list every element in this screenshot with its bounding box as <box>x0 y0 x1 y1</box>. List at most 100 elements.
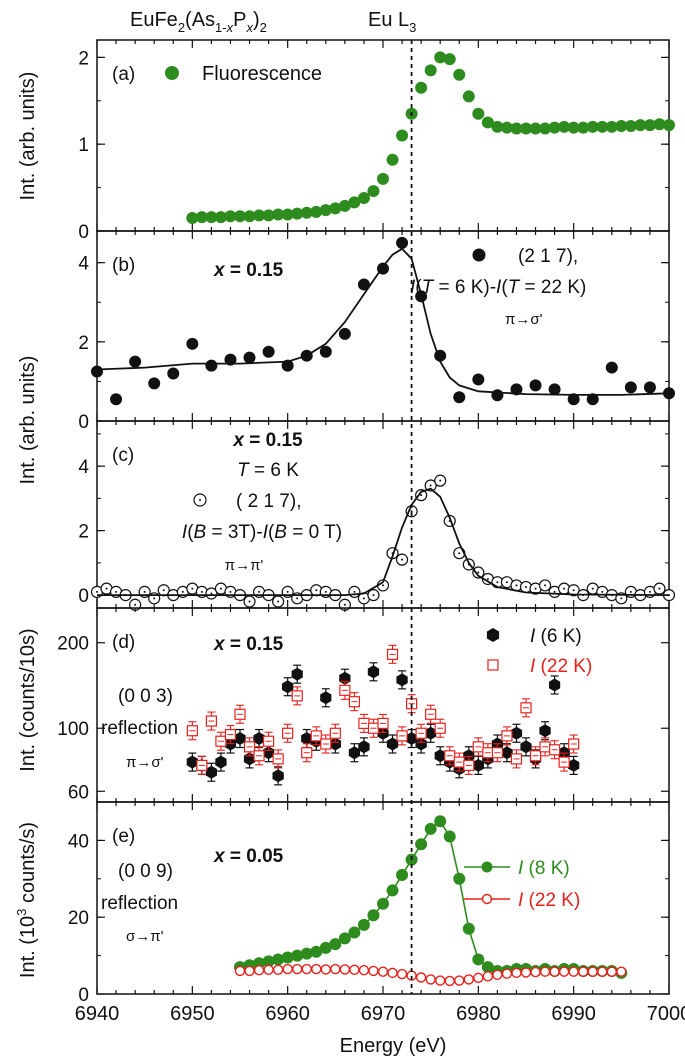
marker-dot <box>200 590 203 593</box>
data-point <box>558 752 570 772</box>
data-point <box>349 964 360 976</box>
y-tick-label: 0 <box>78 586 89 607</box>
y-axis-label-d: Int. (counts/10s) <box>17 628 39 771</box>
data-point <box>338 199 351 212</box>
data-point <box>377 966 389 977</box>
x-tick-label: 7000 <box>647 1003 685 1025</box>
data-point <box>396 670 408 690</box>
data-point <box>624 381 637 394</box>
data-point <box>272 766 284 786</box>
marker-dot <box>105 587 108 590</box>
data-point <box>567 393 580 406</box>
note-x: x = 0.05 <box>213 846 284 867</box>
hex-marker <box>510 726 523 740</box>
data-point <box>386 644 399 664</box>
data-point <box>377 897 389 910</box>
data-point <box>415 81 428 94</box>
data-point <box>272 749 284 769</box>
data-point <box>310 945 323 958</box>
data-point <box>263 731 275 751</box>
data-point <box>348 585 361 598</box>
data-point <box>357 918 370 931</box>
panel-label: (d) <box>112 632 135 653</box>
data-point <box>443 53 456 66</box>
data-point <box>510 383 523 396</box>
data-point <box>272 964 284 976</box>
data-point <box>539 721 551 741</box>
marker-dot <box>382 584 384 587</box>
marker-dot <box>515 584 518 587</box>
data-point <box>549 675 561 695</box>
data-point <box>395 553 409 566</box>
marker-dot <box>115 590 118 593</box>
data-point <box>587 966 598 977</box>
data-point <box>348 743 360 763</box>
data-point <box>100 582 113 595</box>
data-point <box>348 196 361 209</box>
data-point <box>205 587 218 600</box>
marker-dot <box>229 590 232 593</box>
legend-marker-dot <box>199 499 201 501</box>
y-axis-label-bc: Int. (arb. units) <box>17 356 39 485</box>
data-point <box>253 746 265 766</box>
marker-dot <box>572 589 575 592</box>
marker-dot <box>420 494 423 497</box>
data-point <box>367 662 380 682</box>
data-point <box>358 713 370 733</box>
data-point <box>386 734 399 754</box>
marker-dot <box>191 587 194 590</box>
legend-line-3: π→σ' <box>505 311 543 328</box>
x-tick-label: 6940 <box>75 1003 120 1025</box>
hex-marker <box>263 746 275 760</box>
hex-marker <box>272 769 284 783</box>
marker-dot <box>629 590 632 593</box>
side-note-3: π→σ' <box>126 754 164 771</box>
hex-marker <box>377 726 389 740</box>
data-point <box>434 51 447 64</box>
data-point <box>568 755 580 775</box>
data-point <box>396 236 409 249</box>
data-point <box>434 718 446 738</box>
data-point <box>605 361 618 374</box>
fit-curve <box>97 487 670 596</box>
data-point <box>281 208 294 221</box>
legend-marker <box>481 861 493 873</box>
data-point <box>586 393 599 406</box>
data-point <box>234 965 246 977</box>
data-point <box>520 737 532 757</box>
data-point <box>330 963 341 975</box>
data-point <box>425 974 436 985</box>
panel-e: 0 20 40 (e) x = 0.05 (0 0 9) reflection σ→π' I (… <box>68 801 670 1006</box>
marker-dot <box>458 552 461 555</box>
data-point <box>339 964 351 975</box>
hex-marker <box>367 665 380 679</box>
hex-marker <box>568 758 580 772</box>
data-point <box>205 711 217 731</box>
panel-label: (e) <box>112 826 135 847</box>
data-point <box>500 121 513 134</box>
data-point <box>262 955 275 968</box>
data-point <box>482 971 494 982</box>
side-note-1: (0 0 3) <box>118 686 173 707</box>
y-tick-label: 4 <box>78 457 89 478</box>
marker-dot <box>219 587 222 590</box>
marker-dot <box>134 603 137 606</box>
data-point <box>415 723 427 743</box>
data-point <box>224 353 237 366</box>
data-point <box>615 119 628 132</box>
marker-dot <box>362 597 365 600</box>
data-point <box>291 664 303 684</box>
data-point <box>357 278 370 291</box>
y-tick-label: 2 <box>78 333 89 354</box>
data-point <box>511 967 522 979</box>
y-tick-label: 2 <box>78 48 89 69</box>
hex-marker <box>472 758 484 772</box>
data-point <box>529 122 542 135</box>
data-point <box>186 337 199 350</box>
data-point <box>501 968 513 979</box>
hex-marker <box>549 678 561 692</box>
data-point <box>224 725 237 745</box>
data-point <box>653 118 666 131</box>
y-tick-label: 2 <box>78 522 89 543</box>
note-x: x = 0.15 <box>213 634 284 655</box>
